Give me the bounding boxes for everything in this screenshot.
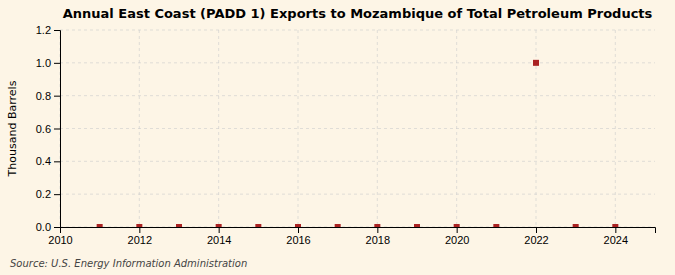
x-tick-mark bbox=[536, 227, 537, 233]
point bbox=[454, 224, 460, 227]
point bbox=[255, 224, 261, 227]
y-tick-mark bbox=[54, 96, 60, 97]
point bbox=[295, 224, 301, 227]
point bbox=[335, 224, 341, 227]
x-tick: 2024 bbox=[604, 227, 628, 246]
point bbox=[612, 224, 618, 227]
grid-line bbox=[60, 194, 655, 195]
y-tick-label: 0.2 bbox=[36, 188, 51, 200]
y-tick-mark bbox=[54, 30, 60, 31]
x-tick-mark bbox=[377, 227, 378, 233]
y-tick-label: 1.0 bbox=[36, 57, 51, 69]
points bbox=[97, 60, 619, 227]
point bbox=[533, 60, 539, 66]
title: Annual East Coast (PADD 1) Exports to Mo… bbox=[63, 6, 653, 21]
x-tick: 2016 bbox=[286, 227, 310, 246]
y-tick-mark bbox=[54, 63, 60, 64]
x-axis: 2010 2012 2014 2016 2018 2020 2022 2024 bbox=[48, 227, 655, 246]
grid-line bbox=[218, 30, 219, 227]
x-tick-mark bbox=[219, 227, 220, 233]
x-tick-label: 2018 bbox=[366, 234, 390, 246]
y-axis-line bbox=[54, 31, 61, 228]
point bbox=[136, 224, 142, 227]
source: Source: U.S. Energy Information Administ… bbox=[10, 258, 247, 269]
y-tick: 0.0 bbox=[36, 221, 60, 233]
point bbox=[97, 224, 103, 227]
y-tick: 0.8 bbox=[36, 90, 60, 102]
y-tick-label: 0.6 bbox=[36, 123, 51, 135]
grid-line bbox=[60, 62, 655, 63]
point bbox=[573, 224, 579, 227]
grid bbox=[60, 30, 655, 227]
grid-line bbox=[60, 128, 655, 129]
x-tick-label: 2010 bbox=[48, 234, 72, 246]
x-tick: 2010 bbox=[48, 227, 72, 246]
y-tick: 0.2 bbox=[36, 188, 60, 200]
grid-line bbox=[139, 30, 140, 227]
x-tick: 2012 bbox=[128, 227, 152, 246]
plot: 201020122014201620182020202220240.00.20.… bbox=[36, 24, 656, 246]
y-tick-mark bbox=[54, 129, 60, 130]
grid-line bbox=[60, 95, 655, 96]
y-tick-mark bbox=[54, 194, 60, 195]
x-tick-mark bbox=[615, 227, 616, 233]
y-axis-label: Thousand Barrels bbox=[6, 80, 19, 177]
grid-line bbox=[536, 30, 537, 227]
y-tick-label: 0.0 bbox=[36, 221, 51, 233]
point bbox=[493, 224, 499, 227]
y-axis: 0.0 0.2 0.4 0.6 0.8 1.0 1.2 bbox=[36, 24, 61, 233]
x-tick: 2014 bbox=[207, 227, 231, 246]
x-tick: 2022 bbox=[524, 227, 548, 246]
x-tick-label: 2016 bbox=[286, 234, 310, 246]
y-tick-label: 0.8 bbox=[36, 90, 51, 102]
x-tick-mark bbox=[139, 227, 140, 233]
y-tick-label: 0.4 bbox=[36, 155, 51, 167]
y-tick-mark bbox=[54, 227, 60, 228]
y-tick: 1.2 bbox=[36, 24, 60, 36]
y-tick: 1.0 bbox=[36, 57, 60, 69]
point bbox=[176, 224, 182, 227]
x-tick-label: 2020 bbox=[445, 234, 469, 246]
grid-line bbox=[60, 30, 655, 31]
chart: 201020122014201620182020202220240.00.20.… bbox=[0, 0, 675, 275]
x-tick: 2020 bbox=[445, 227, 469, 246]
point bbox=[216, 224, 222, 227]
x-axis-line bbox=[61, 228, 656, 234]
point bbox=[414, 224, 420, 227]
grid-line bbox=[456, 30, 457, 227]
y-tick-mark bbox=[54, 161, 60, 162]
x-tick-mark bbox=[298, 227, 299, 233]
y-tick-label: 1.2 bbox=[36, 24, 51, 36]
grid-line bbox=[377, 30, 378, 227]
x-tick-label: 2012 bbox=[128, 234, 152, 246]
x-tick-label: 2014 bbox=[207, 234, 231, 246]
y-tick: 0.6 bbox=[36, 123, 60, 135]
point bbox=[374, 224, 380, 227]
x-tick-label: 2024 bbox=[604, 234, 628, 246]
x-tick-mark bbox=[457, 227, 458, 233]
x-tick: 2018 bbox=[366, 227, 390, 246]
grid-line bbox=[298, 30, 299, 227]
grid-line bbox=[615, 30, 616, 227]
x-tick-label: 2022 bbox=[524, 234, 548, 246]
grid-line bbox=[60, 161, 655, 162]
y-tick: 0.4 bbox=[36, 155, 60, 167]
